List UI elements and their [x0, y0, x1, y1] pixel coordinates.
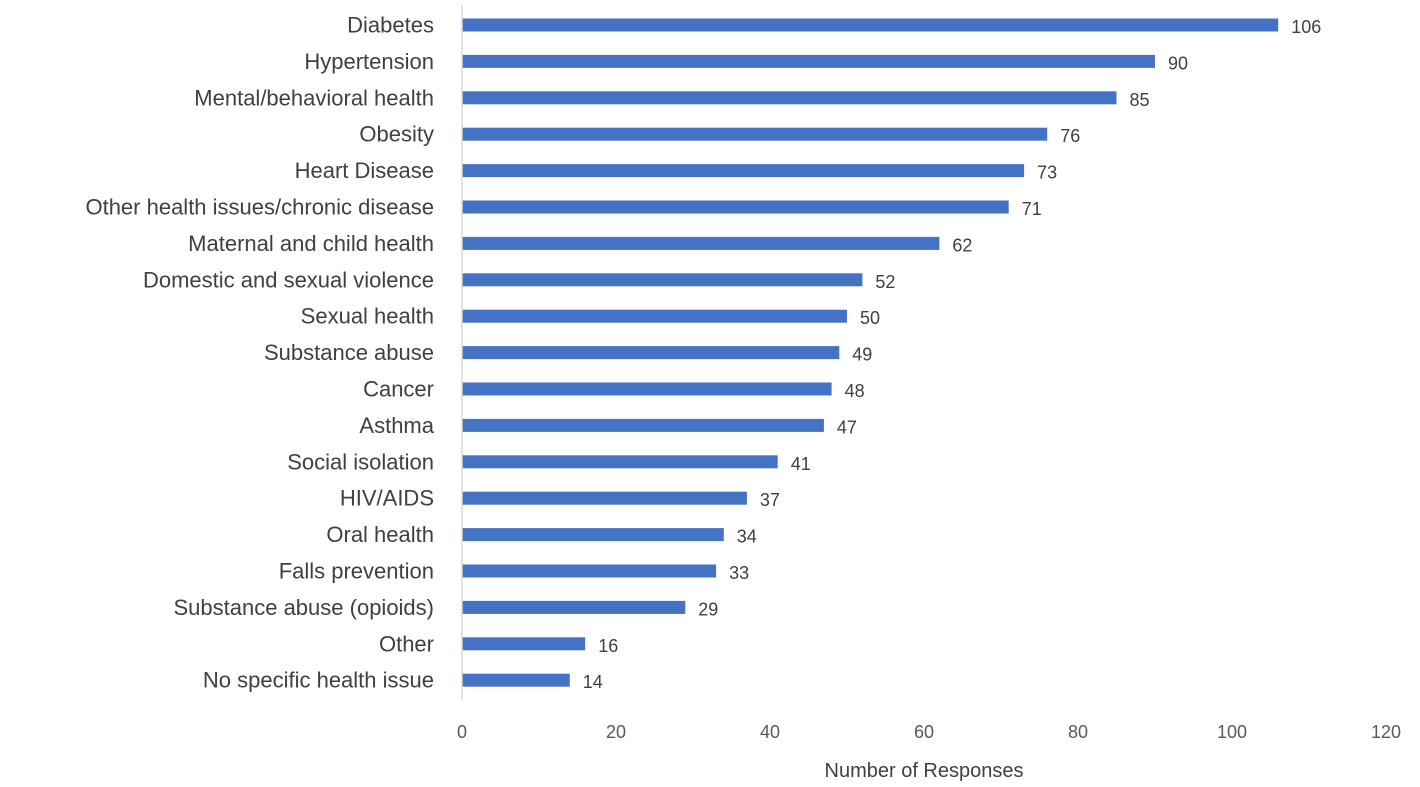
- x-tick-label: 80: [1068, 722, 1088, 742]
- bar: [462, 200, 1009, 214]
- bars-layer: [462, 18, 1279, 687]
- data-label: 16: [598, 636, 618, 656]
- bar: [462, 54, 1155, 68]
- data-label: 33: [729, 563, 749, 583]
- category-label: Other health issues/chronic disease: [85, 195, 434, 220]
- category-label: Diabetes: [347, 13, 434, 38]
- category-label: Domestic and sexual violence: [143, 267, 434, 292]
- bar: [462, 637, 586, 651]
- x-tick-label: 40: [760, 722, 780, 742]
- bar: [462, 309, 847, 323]
- bar: [462, 491, 747, 505]
- category-label: No specific health issue: [203, 668, 434, 693]
- bar: [462, 127, 1048, 141]
- bar: [462, 418, 824, 432]
- data-label: 85: [1130, 90, 1150, 110]
- data-label: 14: [583, 672, 603, 692]
- bar: [462, 455, 778, 469]
- bar: [462, 236, 940, 250]
- data-label: 76: [1060, 126, 1080, 146]
- data-label: 73: [1037, 163, 1057, 183]
- category-labels: Diabetes Hypertension Mental/behavioral he…: [85, 13, 434, 693]
- x-tick-label: 120: [1371, 722, 1401, 742]
- category-label: HIV/AIDS: [340, 486, 434, 511]
- x-axis-tick-labels: 0 20 40 60 80 100 120: [457, 722, 1401, 742]
- data-label: 50: [860, 308, 880, 328]
- bar: [462, 91, 1117, 105]
- category-label: Mental/behavioral health: [194, 85, 434, 110]
- bar: [462, 273, 863, 287]
- x-tick-label: 60: [914, 722, 934, 742]
- data-label: 71: [1022, 199, 1042, 219]
- data-label: 47: [837, 417, 857, 437]
- data-label: 41: [791, 454, 811, 474]
- bar: [462, 673, 570, 687]
- bar: [462, 600, 686, 614]
- category-label: Maternal and child health: [188, 231, 434, 256]
- data-label: 29: [698, 599, 718, 619]
- data-label: 62: [952, 235, 972, 255]
- x-axis-title: Number of Responses: [825, 760, 1024, 782]
- category-label: Sexual health: [301, 304, 434, 329]
- x-tick-label: 20: [606, 722, 626, 742]
- category-label: Social isolation: [287, 449, 434, 474]
- category-label: Other: [379, 631, 434, 656]
- category-label: Heart Disease: [295, 158, 434, 183]
- data-label: 37: [760, 490, 780, 510]
- data-label: 106: [1291, 17, 1321, 37]
- category-label: Substance abuse: [264, 340, 434, 365]
- data-label: 90: [1168, 53, 1188, 73]
- category-label: Substance abuse (opioids): [174, 595, 435, 620]
- category-label: Oral health: [326, 522, 434, 547]
- bar: [462, 346, 840, 360]
- category-label: Falls prevention: [279, 559, 434, 584]
- category-label: Cancer: [363, 377, 434, 402]
- x-tick-label: 100: [1217, 722, 1247, 742]
- bar: [462, 18, 1279, 32]
- bar: [462, 528, 724, 542]
- data-label: 52: [875, 272, 895, 292]
- category-label: Hypertension: [304, 49, 434, 74]
- x-tick-label: 0: [457, 722, 467, 742]
- category-label: Asthma: [359, 413, 434, 438]
- bar: [462, 382, 832, 396]
- bar: [462, 164, 1025, 178]
- category-label: Obesity: [359, 122, 434, 147]
- data-label: 49: [852, 345, 872, 365]
- data-label: 48: [845, 381, 865, 401]
- bar: [462, 564, 717, 578]
- data-label: 34: [737, 527, 757, 547]
